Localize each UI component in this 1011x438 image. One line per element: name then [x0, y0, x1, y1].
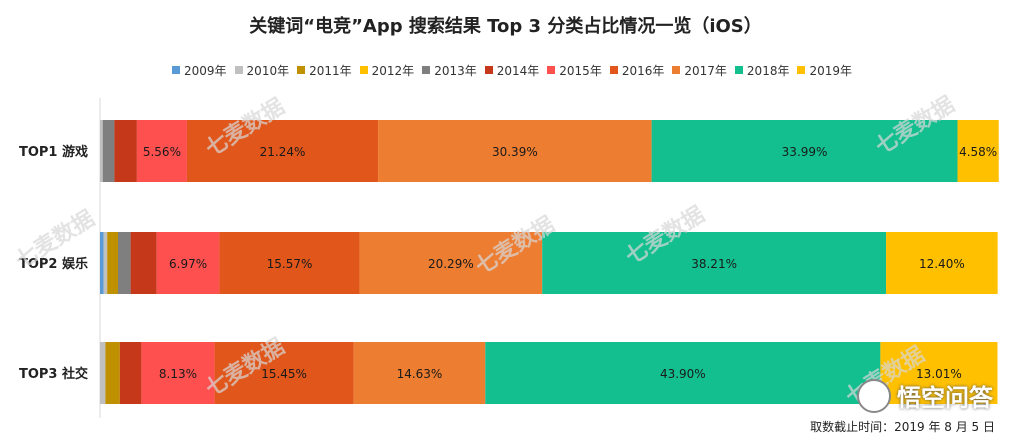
- bar-segment: [214, 342, 354, 404]
- data-label: 6.97%: [169, 257, 207, 271]
- data-label: 4.58%: [959, 145, 997, 159]
- legend-swatch: [547, 66, 556, 74]
- legend-label: 2009年: [184, 63, 227, 78]
- data-label: 21.24%: [260, 145, 306, 159]
- bar-segment: [141, 342, 215, 404]
- bar-segment: [219, 232, 360, 294]
- legend-item: 2018年: [734, 62, 790, 79]
- legend-item: 2009年: [172, 62, 227, 79]
- data-label: 12.40%: [919, 257, 965, 271]
- bar-segment: [957, 120, 999, 182]
- category-label: TOP2 娱乐: [19, 256, 88, 272]
- legend-label: 2015年: [559, 63, 602, 78]
- legend-item: 2010年: [234, 62, 290, 79]
- bar-segment: [886, 232, 998, 294]
- bar-segment: [156, 232, 220, 294]
- chart-title: 关键词“电竞”App 搜索结果 Top 3 分类占比情况一览（iOS）: [249, 16, 762, 37]
- category-label: TOP3 社交: [19, 366, 88, 382]
- legend-label: 2016年: [621, 63, 665, 78]
- data-label: 14.63%: [397, 367, 443, 381]
- legend-label: 2011年: [309, 63, 352, 78]
- bar-segment: [100, 232, 104, 294]
- bar-segment: [103, 232, 108, 294]
- bar-segment: [136, 120, 187, 182]
- legend-label: 2013年: [434, 63, 477, 78]
- data-label: 30.39%: [492, 145, 538, 159]
- legend-swatch: [484, 66, 493, 74]
- legend-swatch: [297, 66, 306, 74]
- bar-segment: [102, 120, 115, 182]
- legend-item: 2017年: [672, 62, 727, 79]
- legend-item: 2015年: [547, 62, 602, 79]
- legend-swatch: [609, 66, 618, 74]
- data-label: 8.13%: [159, 367, 197, 381]
- legend-swatch: [359, 66, 368, 74]
- legend-swatch: [734, 66, 743, 74]
- brand-name: 悟空问答: [897, 384, 993, 412]
- data-label: 20.29%: [428, 257, 474, 271]
- legend-swatch: [672, 66, 681, 74]
- bar-segment: [114, 120, 137, 182]
- chat-bubble-icon: [857, 378, 891, 413]
- data-label: 43.90%: [660, 367, 706, 381]
- bar-segment: [651, 120, 958, 182]
- legend-swatch: [234, 66, 243, 74]
- legend-swatch: [172, 66, 180, 74]
- bar-segment: [119, 342, 142, 404]
- brand-logo: 悟空问答: [857, 378, 993, 413]
- data-label: 38.21%: [691, 257, 737, 271]
- data-label: 13.01%: [916, 367, 962, 381]
- bar-segment: [542, 232, 887, 294]
- legend-label: 2010年: [246, 63, 290, 78]
- legend-label: 2017年: [684, 63, 727, 78]
- bar-segment: [359, 232, 543, 294]
- bar-segment: [485, 342, 881, 404]
- legend-label: 2018年: [746, 63, 790, 78]
- data-cutoff-note: 取数截止时间：2019 年 8 月 5 日: [810, 420, 995, 434]
- bar-segment: [100, 120, 103, 182]
- legend-item: 2016年: [609, 62, 665, 79]
- legend-label: 2014年: [496, 63, 540, 78]
- data-label: 33.99%: [782, 145, 828, 159]
- data-label: 15.45%: [261, 367, 307, 381]
- bar-segment: [100, 342, 106, 404]
- data-label: 15.57%: [267, 257, 313, 271]
- legend-item: 2013年: [422, 62, 477, 79]
- legend-item: 2014年: [484, 62, 540, 79]
- bar-segment: [130, 232, 157, 294]
- chart-legend: 2009年 2010年 2011年 2012年 2013年 2014年 2015年 2016年…: [172, 61, 860, 79]
- bar-segment: [118, 232, 131, 294]
- legend-label: 2012年: [371, 63, 415, 78]
- legend-item: 2019年: [797, 62, 852, 79]
- legend-swatch: [422, 66, 431, 74]
- bar-segment: [378, 120, 652, 182]
- legend-item: 2011年: [297, 62, 352, 79]
- bar-segment: [105, 342, 120, 404]
- bar-segment: [353, 342, 486, 404]
- bar-segment: [107, 232, 118, 294]
- legend-label: 2019年: [809, 63, 853, 78]
- legend-item: 2012年: [359, 62, 415, 79]
- category-label: TOP1 游戏: [19, 144, 88, 160]
- legend-swatch: [797, 66, 806, 74]
- bar-segment: [186, 120, 379, 182]
- data-label: 5.56%: [143, 145, 181, 159]
- bar-segment: [880, 342, 998, 404]
